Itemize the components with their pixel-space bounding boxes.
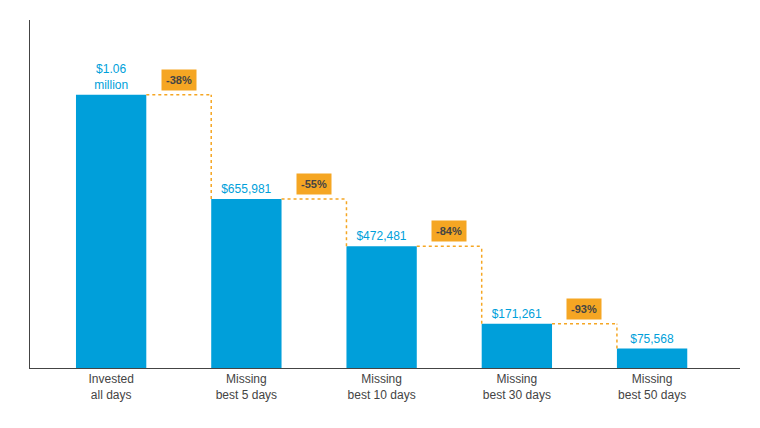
svg-text:-38%: -38%: [166, 74, 192, 86]
svg-text:Missingbest 30 days: Missingbest 30 days: [483, 372, 551, 402]
svg-text:Investedall days: Investedall days: [88, 372, 133, 402]
svg-text:$75,568: $75,568: [630, 332, 674, 346]
svg-text:$171,261: $171,261: [492, 307, 542, 321]
svg-text:Missingbest 5 days: Missingbest 5 days: [216, 372, 277, 402]
svg-text:$472,481: $472,481: [356, 229, 406, 243]
svg-text:-84%: -84%: [436, 225, 462, 237]
svg-text:$655,981: $655,981: [221, 182, 271, 196]
svg-text:Missingbest 50 days: Missingbest 50 days: [618, 372, 686, 402]
svg-text:-55%: -55%: [301, 178, 327, 190]
svg-text:Missingbest 10 days: Missingbest 10 days: [348, 372, 416, 402]
svg-text:$1.06million: $1.06million: [94, 62, 128, 92]
svg-text:-93%: -93%: [571, 303, 597, 315]
